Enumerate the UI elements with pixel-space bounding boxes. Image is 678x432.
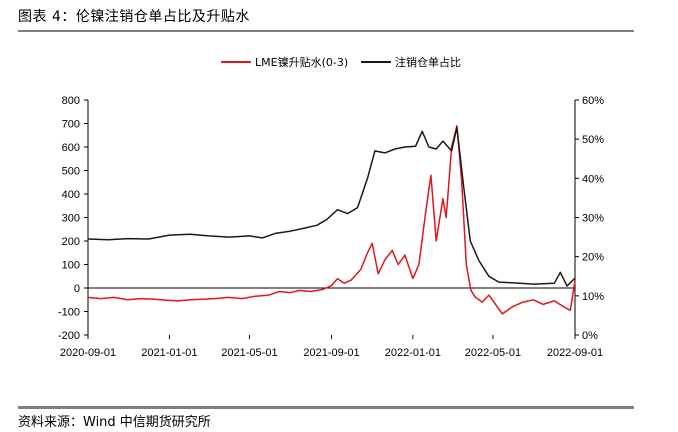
y-right-tick-label: 30% xyxy=(582,213,604,225)
axes: 800 700 600 500 400 300 200 100 0 -100 -200 60% 50% 4… xyxy=(58,95,604,359)
y-left-tick-label: 400 xyxy=(62,189,80,201)
series-line-premium xyxy=(87,125,576,315)
bottom-rule xyxy=(18,406,634,409)
source-note: 资料来源：Wind 中信期货研究所 xyxy=(18,415,211,430)
y-left-tick-label: 700 xyxy=(62,119,80,131)
legend-item-cancelled-warrant-ratio-label: 注销仓单占比 xyxy=(395,55,461,69)
x-tick-label: 2022-01-01 xyxy=(385,347,441,359)
y-left-tick-label: 100 xyxy=(62,260,80,272)
x-tick-label: 2020-09-01 xyxy=(60,347,116,359)
y-right-tick-label: 10% xyxy=(582,291,604,303)
y-left-tick-label: 800 xyxy=(62,95,80,107)
x-tick-label: 2021-05-01 xyxy=(221,347,277,359)
legend: LME镍升贴水(0-3) 注销仓单占比 xyxy=(221,55,461,69)
y-left-tick-label: 300 xyxy=(62,213,80,225)
legend-item-premium-label: LME镍升贴水(0-3) xyxy=(255,55,348,69)
y-right-tick-label: 20% xyxy=(582,252,604,264)
y-right-tick-label: 40% xyxy=(582,173,604,185)
x-tick-label: 2022-09-01 xyxy=(547,347,603,359)
y-left-tick-label: 200 xyxy=(62,236,80,248)
x-tick-label: 2022-05-01 xyxy=(465,347,521,359)
x-tick-label: 2021-01-01 xyxy=(141,347,197,359)
y-right-tick-label: 50% xyxy=(582,134,604,146)
y-left-tick-label: -100 xyxy=(58,307,80,319)
chart-title: 图表 4：伦镍注销仓单占比及升贴水 xyxy=(18,9,250,25)
y-left-tick-label: 500 xyxy=(62,166,80,178)
y-left-tick-label: 0 xyxy=(74,283,80,295)
top-rule xyxy=(18,30,634,32)
y-right-tick-label: 0% xyxy=(582,330,598,342)
y-right-tick-label: 60% xyxy=(582,95,604,107)
y-left-tick-label: 600 xyxy=(62,142,80,154)
y-left-tick-label: -200 xyxy=(58,330,80,342)
series-line-cancelled-warrant-ratio xyxy=(87,126,576,287)
series-layer xyxy=(87,125,576,315)
x-tick-label: 2021-09-01 xyxy=(303,347,359,359)
